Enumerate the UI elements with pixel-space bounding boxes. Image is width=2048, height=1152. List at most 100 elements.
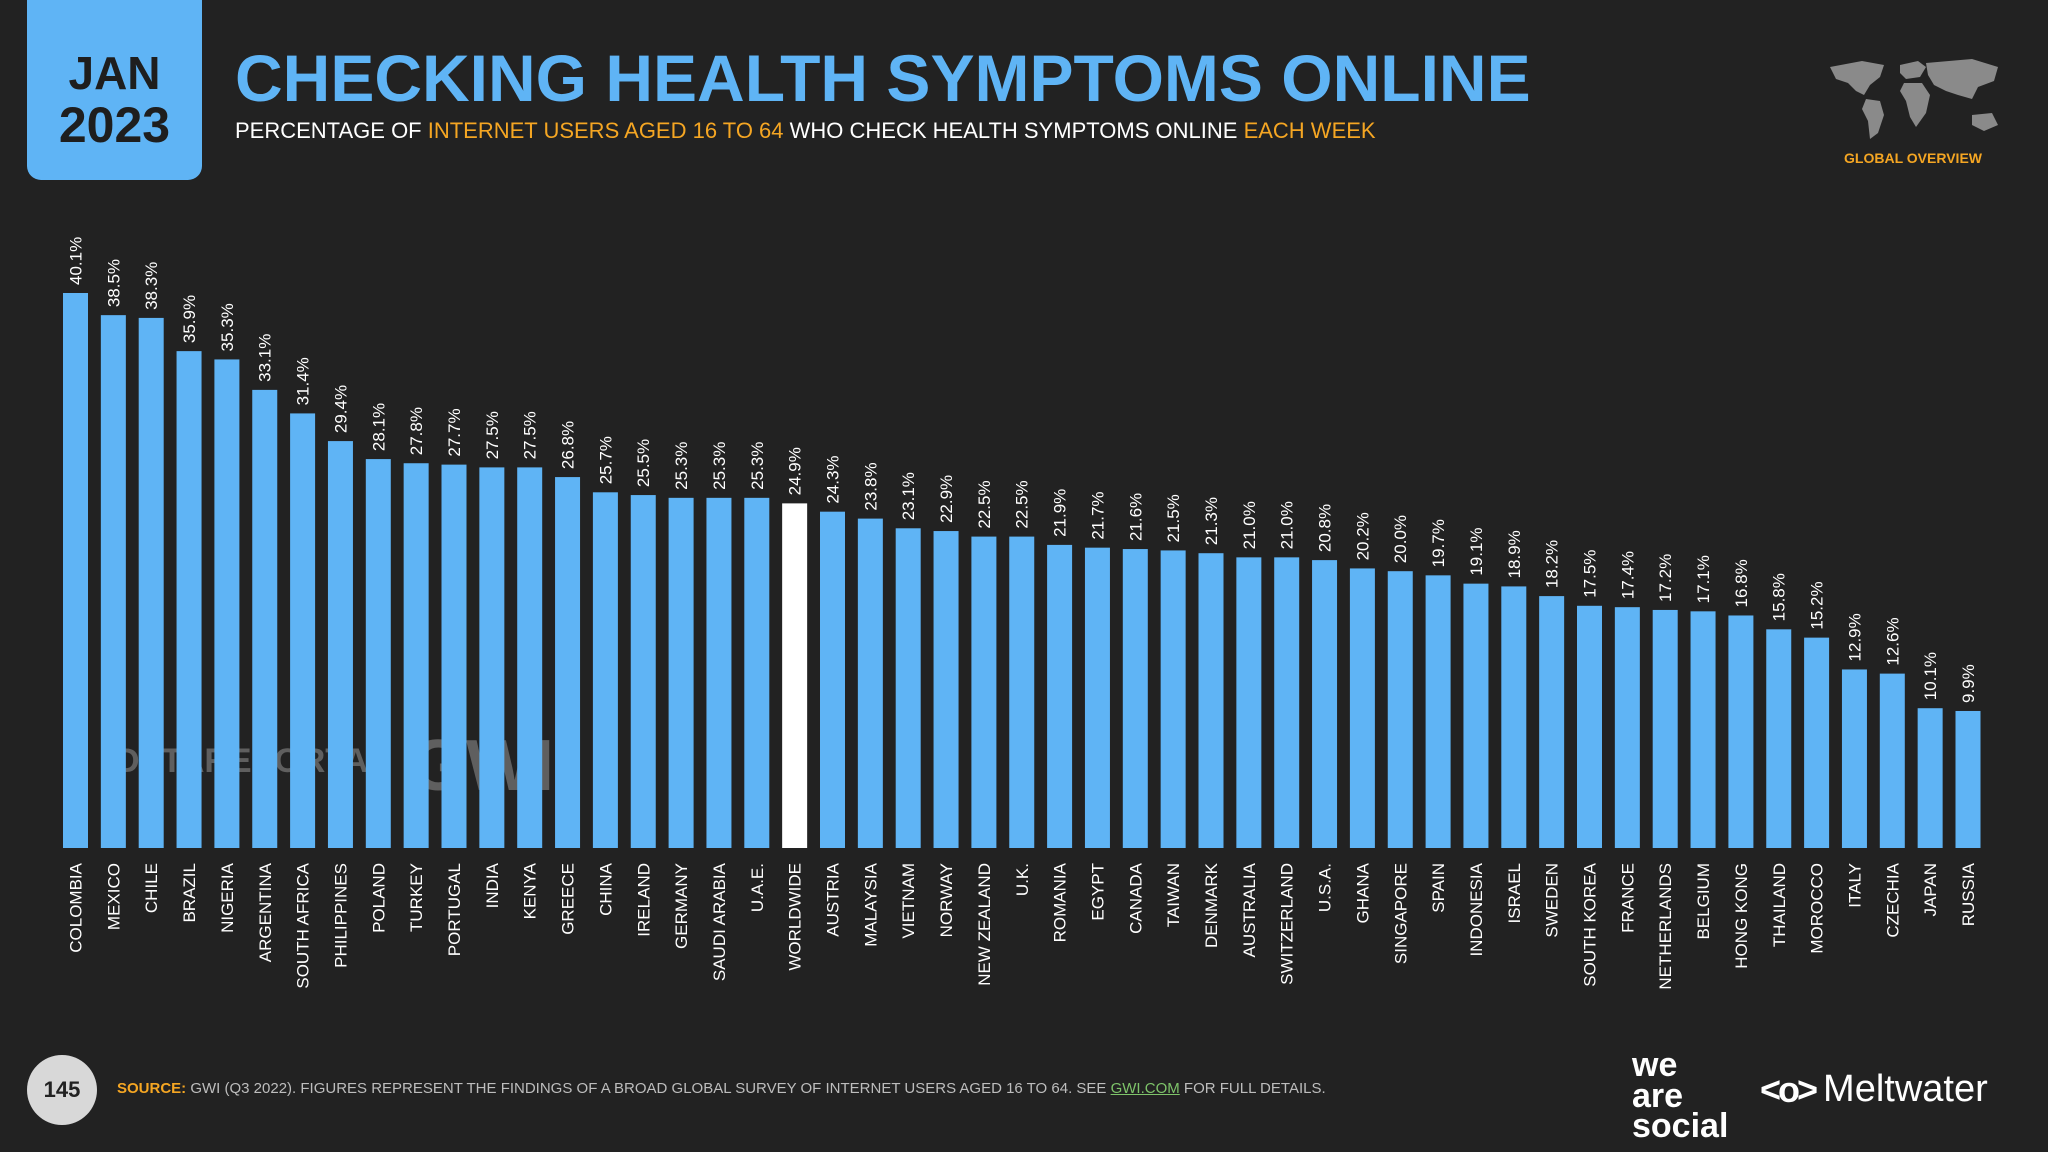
bar-japan [1917, 708, 1943, 848]
value-label: 12.9% [1845, 613, 1864, 661]
value-label: 21.6% [1126, 493, 1145, 541]
bar-mexico [100, 315, 126, 848]
category-label: GERMANY [672, 863, 691, 949]
category-label: AUSTRIA [824, 862, 843, 936]
category-label: GHANA [1353, 862, 1372, 923]
value-label: 25.3% [672, 442, 691, 490]
value-label: 25.7% [596, 436, 615, 484]
bar-austria [820, 511, 845, 848]
category-label: MOROCCO [1808, 863, 1827, 954]
value-label: 31.4% [294, 357, 313, 405]
category-label: NORWAY [937, 863, 956, 937]
category-label: HONG KONG [1732, 863, 1751, 969]
value-label: 9.9% [1959, 664, 1978, 703]
subtitle-part-d: EACH WEEK [1243, 118, 1376, 143]
value-label: 33.1% [256, 334, 275, 382]
category-label: ISRAEL [1505, 863, 1524, 923]
category-label: EGYPT [1088, 863, 1107, 921]
value-label: 18.2% [1543, 540, 1562, 588]
bar-u-a-e [744, 497, 770, 848]
category-label: DENMARK [1202, 862, 1221, 948]
bar-brazil [176, 351, 202, 848]
meltwater-mark-icon: <o> [1760, 1068, 1818, 1110]
bar-norway [933, 531, 959, 848]
source-tail: FOR FULL DETAILS. [1179, 1080, 1326, 1097]
bar-kenya [517, 467, 543, 848]
value-label: 25.3% [710, 442, 729, 490]
bar-india [479, 467, 505, 848]
page-title: CHECKING HEALTH SYMPTOMS ONLINE [235, 41, 1531, 115]
bar-nigeria [214, 359, 240, 848]
bar-south-africa [290, 413, 316, 848]
bar-argentina [252, 389, 278, 848]
bar-germany [668, 497, 694, 848]
value-label: 21.7% [1088, 491, 1107, 539]
value-label: 17.4% [1618, 551, 1637, 599]
category-label: RUSSIA [1959, 862, 1978, 926]
bar-spain [1425, 575, 1451, 848]
category-label: BELGIUM [1694, 863, 1713, 940]
source-note: SOURCE: GWI (Q3 2022). FIGURES REPRESENT… [117, 1080, 1326, 1097]
bar-new-zealand [971, 536, 997, 848]
category-label: U.S.A. [1316, 863, 1335, 912]
value-label: 12.6% [1883, 617, 1902, 665]
category-label: INDIA [483, 862, 502, 908]
bar-czechia [1879, 673, 1905, 848]
bar-belgium [1690, 611, 1716, 848]
category-label: SINGAPORE [1391, 863, 1410, 964]
section-label: GLOBAL OVERVIEW [1844, 150, 1982, 166]
category-label: CHINA [596, 862, 615, 916]
value-label: 40.1% [67, 237, 86, 285]
bar-greece [555, 477, 581, 848]
bar-hong-kong [1728, 615, 1754, 848]
category-label: TAIWAN [1164, 863, 1183, 927]
category-label: ITALY [1845, 863, 1864, 908]
bar-indonesia [1463, 583, 1489, 848]
bar-turkey [403, 463, 429, 848]
category-label: MEXICO [104, 863, 123, 930]
date-year: 2023 [58, 97, 171, 153]
value-label: 38.3% [142, 262, 161, 310]
value-label: 28.1% [369, 403, 388, 451]
bar-sweden [1539, 596, 1565, 848]
category-label: SPAIN [1429, 863, 1448, 913]
value-label: 15.2% [1808, 581, 1827, 629]
bar-colombia [63, 293, 88, 848]
bar-south-korea [1577, 605, 1602, 848]
category-label: CHILE [142, 863, 161, 913]
category-label: PORTUGAL [445, 863, 464, 956]
category-label: IRELAND [634, 863, 653, 937]
value-label: 15.8% [1770, 573, 1789, 621]
bar-netherlands [1652, 609, 1678, 848]
value-label: 10.1% [1921, 652, 1940, 700]
value-label: 20.8% [1316, 504, 1335, 552]
value-label: 17.5% [1581, 550, 1600, 598]
bar-egypt [1084, 547, 1110, 848]
value-label: 26.8% [559, 421, 578, 469]
source-link[interactable]: GWI.COM [1110, 1080, 1180, 1097]
source-label: SOURCE: [117, 1080, 187, 1097]
category-label: POLAND [369, 863, 388, 933]
value-label: 24.9% [786, 447, 805, 495]
category-label: GREECE [559, 863, 578, 935]
value-label: 27.5% [483, 411, 502, 459]
value-label: 22.9% [937, 475, 956, 523]
value-label: 16.8% [1732, 559, 1751, 607]
category-label: SOUTH AFRICA [294, 862, 313, 988]
we-are-social-logo: we are social [1632, 1046, 1729, 1146]
value-label: 20.0% [1391, 515, 1410, 563]
bar-thailand [1766, 629, 1792, 848]
value-label: 27.7% [445, 408, 464, 456]
bar-u-s-a [1312, 560, 1338, 848]
value-label: 23.8% [861, 462, 880, 510]
world-map-icon [1830, 59, 1998, 139]
category-label: SWITZERLAND [1278, 863, 1297, 985]
value-label: 27.5% [521, 411, 540, 459]
bar-denmark [1198, 553, 1224, 848]
category-label: U.A.E. [748, 863, 767, 912]
page-number: 145 [27, 1055, 97, 1125]
category-label: U.K. [1013, 863, 1032, 896]
meltwater-wordmark: Meltwater [1823, 1068, 1988, 1110]
value-label: 21.0% [1278, 501, 1297, 549]
category-label: FRANCE [1618, 863, 1637, 933]
